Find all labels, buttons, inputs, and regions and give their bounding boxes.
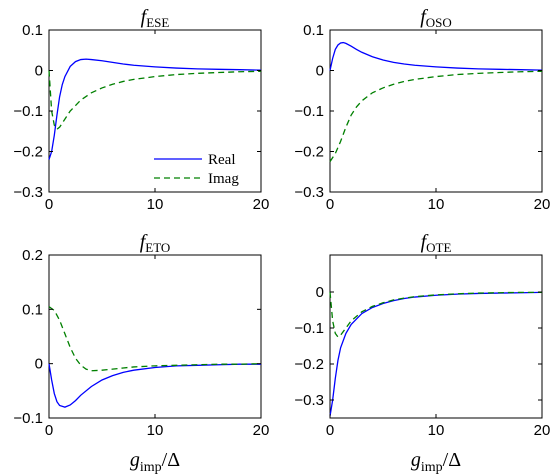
title-main: f xyxy=(141,6,149,28)
y-tick-label: −0.1 xyxy=(294,103,324,120)
x-label-tail: /Δ xyxy=(162,449,181,471)
series-line-imag xyxy=(48,306,262,372)
series-line-real xyxy=(48,58,262,160)
legend-label-real: Real xyxy=(208,152,236,168)
title-subscript: ESE xyxy=(146,15,169,30)
title-main: f xyxy=(421,231,429,253)
title-subscript: OSO xyxy=(426,15,452,30)
y-tick-label: 0 xyxy=(35,356,43,373)
y-tick-label: 0.1 xyxy=(303,22,324,39)
y-tick-label: 0 xyxy=(316,284,324,301)
panel-title: fOTE xyxy=(421,231,452,255)
y-tick-label: −0.2 xyxy=(13,144,43,161)
plot-frame xyxy=(329,254,543,419)
chart-panel-ote: 0 10 20 −0.3 −0.2 −0.1 0 fOTE gimp/Δ xyxy=(294,231,550,475)
x-tick-label: 20 xyxy=(534,422,551,439)
x-tick-label: 20 xyxy=(253,196,270,213)
y-tick-label: 0.1 xyxy=(22,22,43,39)
y-tick-label: 0 xyxy=(316,63,324,80)
legend-box xyxy=(146,147,257,187)
legend: Real Imag xyxy=(146,147,257,187)
series-line-real xyxy=(329,41,543,71)
x-tick-label: 10 xyxy=(147,422,164,439)
y-tick-label: −0.3 xyxy=(294,392,324,409)
chart-panel-oso: 0 10 20 −0.3 −0.2 −0.1 0 0.1 fOSO xyxy=(294,6,550,213)
y-tick-label: −0.2 xyxy=(294,356,324,373)
panel-title: fETO xyxy=(140,231,171,255)
y-tick-label: 0.2 xyxy=(22,247,43,264)
y-tick-label: −0.3 xyxy=(13,184,43,201)
x-label-tail: /Δ xyxy=(443,449,462,471)
x-tick-label: 0 xyxy=(45,422,53,439)
chart-panel-ese: 0 10 20 −0.3 −0.2 −0.1 0 0.1 fESE Real Imag xyxy=(13,6,269,213)
title-subscript: OTE xyxy=(426,240,451,255)
y-tick-label: −0.1 xyxy=(13,410,43,427)
y-tick-label: −0.3 xyxy=(294,184,324,201)
x-tick-label: 0 xyxy=(45,196,53,213)
x-label-subscript: imp xyxy=(421,460,443,475)
series-line-imag xyxy=(329,70,543,162)
x-tick-label: 0 xyxy=(326,422,334,439)
panel-title: fOSO xyxy=(420,6,452,30)
title-main: f xyxy=(420,6,428,28)
panel-title: fESE xyxy=(141,6,170,30)
y-tick-label: −0.1 xyxy=(294,320,324,337)
x-tick-label: 10 xyxy=(147,196,164,213)
x-label-main: g xyxy=(411,449,421,471)
y-tick-label: −0.1 xyxy=(13,103,43,120)
title-main: f xyxy=(140,231,148,253)
series-line-imag xyxy=(329,291,542,338)
x-tick-label: 10 xyxy=(428,422,445,439)
plot-frame xyxy=(329,29,543,193)
legend-label-imag: Imag xyxy=(208,171,239,187)
y-tick-label: 0.1 xyxy=(22,301,43,318)
title-subscript: ETO xyxy=(145,240,170,255)
x-tick-label: 0 xyxy=(326,196,334,213)
x-label-main: g xyxy=(130,449,140,471)
x-axis-label: gimp/Δ xyxy=(411,449,461,475)
plot-frame xyxy=(48,254,262,419)
x-tick-label: 10 xyxy=(428,196,445,213)
x-tick-label: 20 xyxy=(253,422,270,439)
y-tick-label: 0 xyxy=(35,63,43,80)
x-tick-label: 20 xyxy=(534,196,551,213)
series-line-imag xyxy=(48,70,262,131)
x-label-subscript: imp xyxy=(140,460,162,475)
x-axis-label: gimp/Δ xyxy=(130,449,180,475)
y-tick-label: −0.2 xyxy=(294,144,324,161)
